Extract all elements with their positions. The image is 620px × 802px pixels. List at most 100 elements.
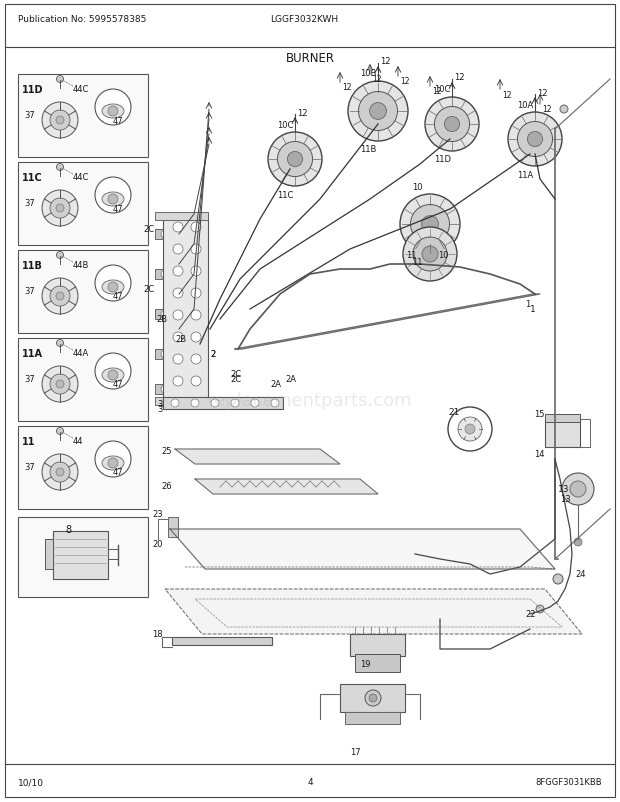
Bar bbox=[340, 684, 405, 712]
Circle shape bbox=[173, 376, 183, 387]
Text: 47: 47 bbox=[113, 380, 123, 389]
Circle shape bbox=[56, 164, 63, 172]
Circle shape bbox=[173, 310, 183, 321]
Circle shape bbox=[553, 574, 563, 585]
Circle shape bbox=[56, 380, 64, 388]
Circle shape bbox=[50, 286, 70, 306]
Bar bbox=[545, 415, 580, 423]
Circle shape bbox=[173, 333, 183, 342]
Text: 19: 19 bbox=[360, 659, 370, 668]
Circle shape bbox=[231, 399, 239, 407]
Text: 2A: 2A bbox=[270, 380, 281, 389]
Text: LGGF3032KWH: LGGF3032KWH bbox=[270, 15, 338, 25]
Text: 18: 18 bbox=[153, 630, 163, 638]
Circle shape bbox=[56, 468, 64, 476]
Text: 2B: 2B bbox=[175, 335, 186, 344]
Circle shape bbox=[56, 428, 63, 435]
Bar bbox=[155, 269, 183, 280]
Circle shape bbox=[42, 278, 78, 314]
Circle shape bbox=[161, 231, 169, 239]
Text: 37: 37 bbox=[24, 375, 35, 384]
Bar bbox=[155, 213, 208, 221]
Circle shape bbox=[425, 98, 479, 152]
Text: 2C: 2C bbox=[230, 370, 241, 379]
Text: 37: 37 bbox=[24, 111, 35, 120]
Text: 21: 21 bbox=[448, 408, 459, 417]
Text: 2: 2 bbox=[210, 350, 215, 359]
Bar bbox=[168, 517, 178, 537]
Text: 10: 10 bbox=[412, 182, 422, 191]
Circle shape bbox=[365, 691, 381, 706]
Circle shape bbox=[50, 375, 70, 395]
Bar bbox=[155, 229, 183, 240]
Circle shape bbox=[161, 310, 169, 318]
Text: 11D: 11D bbox=[22, 85, 43, 95]
Text: 47: 47 bbox=[113, 468, 123, 477]
Circle shape bbox=[268, 133, 322, 187]
Circle shape bbox=[191, 267, 201, 277]
Circle shape bbox=[458, 418, 482, 441]
Text: 44: 44 bbox=[73, 436, 84, 445]
Text: 11C: 11C bbox=[277, 190, 293, 199]
Bar bbox=[175, 220, 183, 399]
Text: 11A: 11A bbox=[22, 349, 43, 358]
Circle shape bbox=[528, 132, 542, 148]
Circle shape bbox=[173, 289, 183, 298]
Bar bbox=[18, 517, 148, 597]
Text: 11: 11 bbox=[406, 250, 417, 259]
Text: 22: 22 bbox=[525, 610, 536, 618]
Circle shape bbox=[536, 606, 544, 614]
Bar bbox=[155, 350, 183, 359]
Text: 10/10: 10/10 bbox=[18, 777, 44, 787]
Text: 13: 13 bbox=[560, 495, 570, 504]
Circle shape bbox=[171, 399, 179, 407]
Circle shape bbox=[161, 350, 169, 358]
Text: 10C: 10C bbox=[434, 85, 450, 95]
Text: 44B: 44B bbox=[73, 261, 89, 269]
Polygon shape bbox=[195, 480, 378, 494]
Text: 2B: 2B bbox=[157, 315, 168, 324]
Text: 2C: 2C bbox=[144, 286, 155, 294]
Circle shape bbox=[42, 367, 78, 403]
Bar bbox=[53, 532, 108, 579]
Bar bbox=[18, 251, 148, 334]
Text: 11: 11 bbox=[22, 436, 35, 447]
Text: 12: 12 bbox=[400, 78, 409, 87]
Circle shape bbox=[191, 223, 201, 233]
Circle shape bbox=[56, 340, 63, 347]
Text: 11B: 11B bbox=[360, 145, 376, 154]
Ellipse shape bbox=[102, 105, 124, 119]
Bar bbox=[18, 338, 148, 422]
Circle shape bbox=[288, 152, 303, 168]
Circle shape bbox=[108, 107, 118, 117]
Text: 3: 3 bbox=[157, 405, 163, 414]
Text: 13: 13 bbox=[558, 485, 570, 494]
Text: 4: 4 bbox=[307, 777, 313, 787]
Text: 37: 37 bbox=[24, 463, 35, 472]
Text: 26: 26 bbox=[161, 482, 172, 491]
Bar bbox=[350, 634, 405, 656]
Ellipse shape bbox=[102, 369, 124, 383]
Circle shape bbox=[413, 237, 447, 272]
Circle shape bbox=[211, 399, 219, 407]
Text: 20: 20 bbox=[153, 540, 163, 549]
Text: 11B: 11B bbox=[22, 261, 43, 270]
Text: 12: 12 bbox=[380, 58, 391, 67]
Text: 1: 1 bbox=[530, 305, 536, 314]
Circle shape bbox=[422, 217, 438, 233]
Bar bbox=[155, 310, 183, 320]
Text: 11D: 11D bbox=[434, 156, 451, 164]
Text: 44A: 44A bbox=[73, 349, 89, 358]
Polygon shape bbox=[235, 294, 540, 350]
Circle shape bbox=[191, 354, 201, 365]
Circle shape bbox=[435, 107, 469, 143]
Circle shape bbox=[422, 247, 438, 263]
Bar bbox=[345, 712, 400, 724]
Circle shape bbox=[410, 205, 449, 244]
Text: 11A: 11A bbox=[517, 170, 533, 180]
Bar bbox=[18, 163, 148, 245]
Text: 11: 11 bbox=[412, 258, 422, 267]
Circle shape bbox=[560, 106, 568, 114]
Circle shape bbox=[251, 399, 259, 407]
Bar bbox=[545, 419, 580, 448]
